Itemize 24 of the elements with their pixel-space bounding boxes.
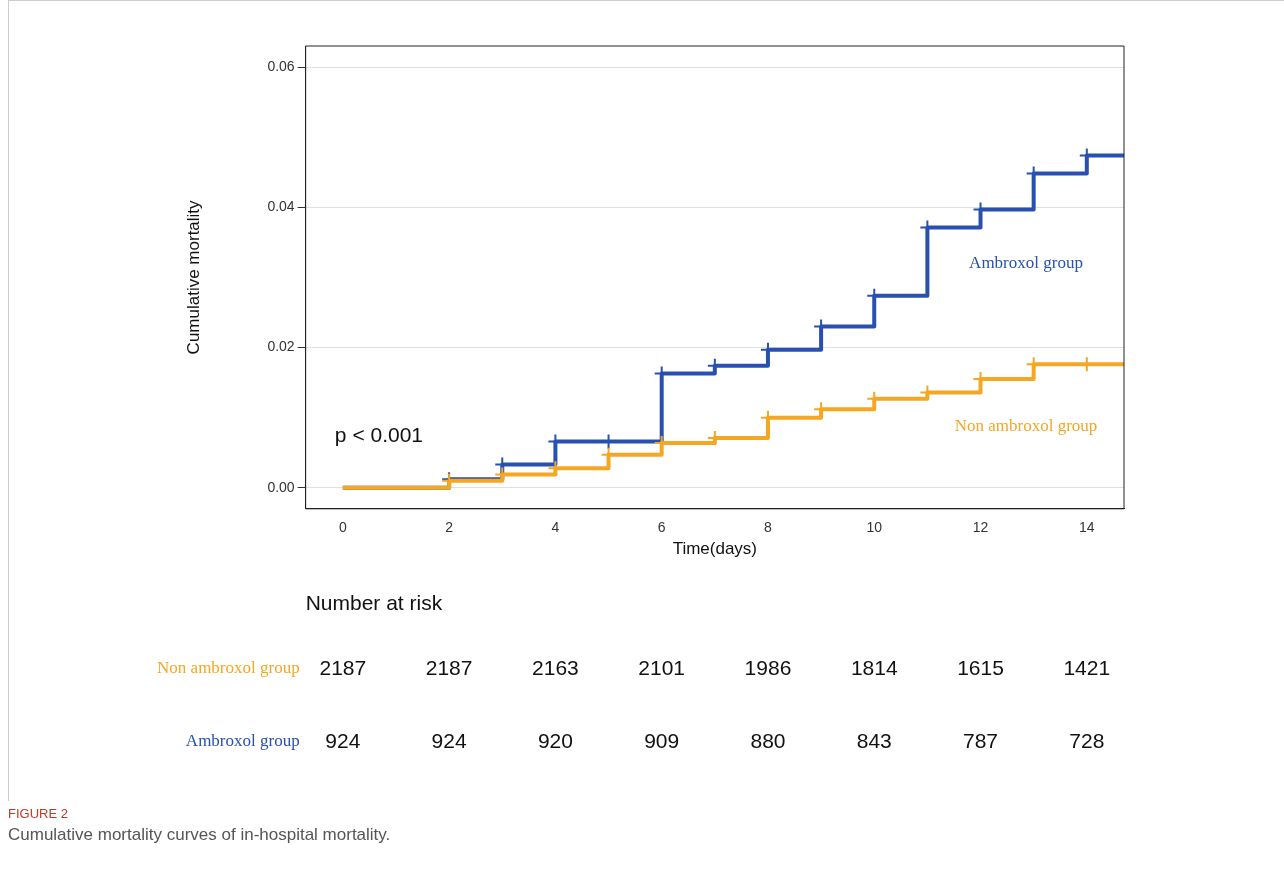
- text: 2187 2187 2163 2101 1986 1814 1615 1421: [319, 655, 1111, 679]
- annotation: p < 0.001: [334, 423, 424, 447]
- x-tick-label: 0: [338, 519, 347, 536]
- y-tick-label: 0.02: [267, 338, 295, 355]
- x-tick-label: 6: [657, 519, 666, 536]
- text: Non ambroxol group: [157, 658, 300, 678]
- text: Cumulative mortality curves of in-hospital mortality.: [8, 825, 391, 845]
- y-tick-label: 0.04: [267, 198, 295, 215]
- caption: FIGURE 2: [8, 806, 69, 821]
- x-tick-label: 2: [445, 519, 454, 536]
- x-tick-label: 4: [551, 519, 560, 536]
- x-tick-label: 12: [972, 519, 989, 536]
- y-tick-label: 0.00: [267, 478, 295, 495]
- x-tick-label: 10: [866, 519, 883, 536]
- y-tick-label: 0.06: [267, 57, 295, 74]
- x-tick-label: 8: [764, 519, 773, 536]
- x-axis-title: Time(days): [672, 539, 758, 559]
- y-axis-title: Cumulative mortality: [183, 199, 203, 355]
- series-label: Non ambroxol group: [954, 415, 1098, 435]
- text: 924 924 920 909 880 843 787 728: [325, 728, 1105, 752]
- text: Ambroxol group: [185, 731, 300, 751]
- series-label: Ambroxol group: [969, 252, 1083, 272]
- x-tick-label: 14: [1079, 519, 1095, 536]
- text: Number at risk: [305, 590, 443, 614]
